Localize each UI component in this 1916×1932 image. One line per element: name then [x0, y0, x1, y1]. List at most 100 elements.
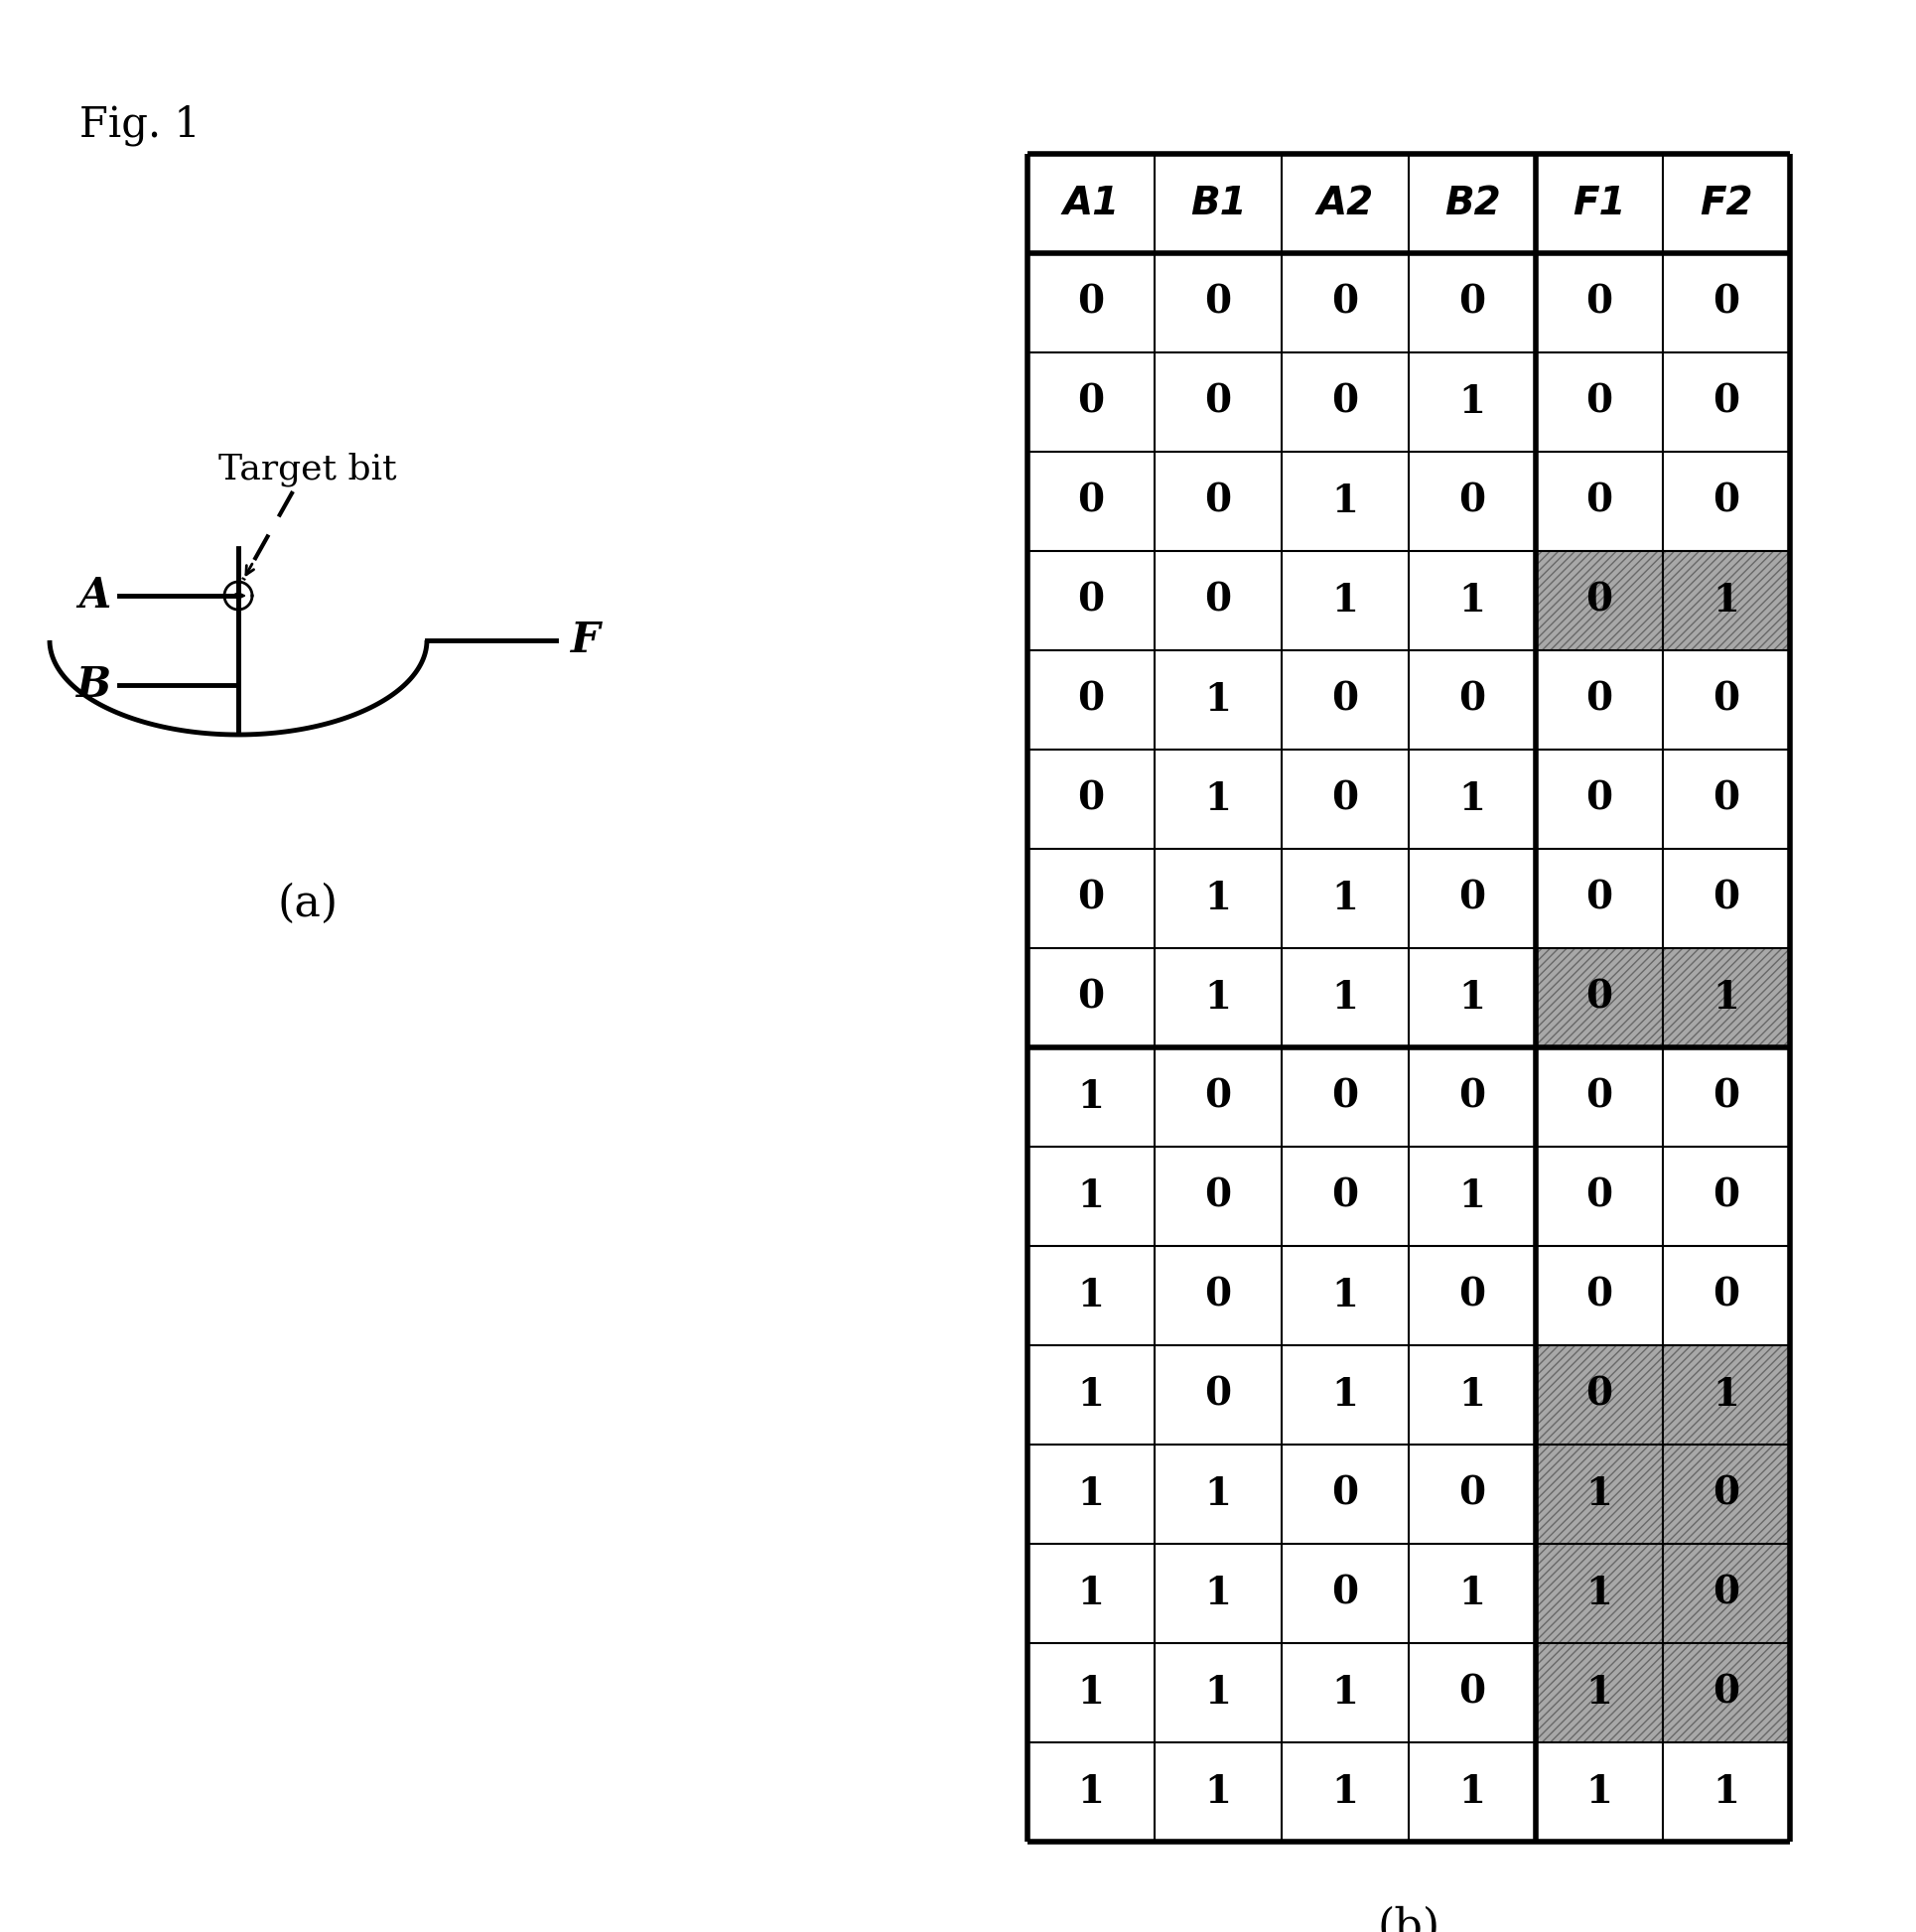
Text: 0: 0 [1205, 1277, 1232, 1314]
Text: 1: 1 [1458, 980, 1485, 1016]
Text: 0: 0 [1713, 682, 1740, 719]
Text: 1: 1 [1332, 980, 1358, 1016]
Text: 0: 0 [1713, 1476, 1740, 1513]
Text: 1: 1 [1077, 1277, 1104, 1314]
Bar [1663, 1544, 1790, 1642]
Text: 0: 0 [1205, 483, 1232, 520]
Bar [1537, 949, 1663, 1047]
Text: Target bit: Target bit [218, 452, 397, 487]
Text: 1: 1 [1332, 1774, 1358, 1810]
Bar [1663, 1642, 1790, 1743]
Text: B2: B2 [1445, 185, 1500, 222]
Text: 1: 1 [1458, 582, 1485, 620]
Text: 1: 1 [1332, 879, 1358, 918]
Text: 1: 1 [1458, 1575, 1485, 1613]
Text: 0: 0 [1458, 483, 1485, 520]
Text: 1: 1 [1205, 1774, 1232, 1810]
Bar [1663, 1445, 1790, 1544]
Text: 1: 1 [1205, 682, 1232, 719]
Text: 0: 0 [1586, 1078, 1613, 1117]
Text: 1: 1 [1586, 1673, 1613, 1712]
Text: 1: 1 [1332, 1673, 1358, 1712]
Bar [1537, 1544, 1663, 1642]
Bar [1537, 1345, 1663, 1445]
Text: 1: 1 [1077, 1078, 1104, 1117]
Bar [1663, 1345, 1790, 1445]
Text: 0: 0 [1586, 284, 1613, 321]
Text: 0: 0 [1077, 284, 1104, 321]
Text: 1: 1 [1077, 1575, 1104, 1613]
Text: 0: 0 [1332, 1575, 1358, 1613]
Text: 1: 1 [1586, 1774, 1613, 1810]
Text: 0: 0 [1586, 980, 1613, 1016]
Text: 0: 0 [1077, 879, 1104, 918]
Text: 0: 0 [1713, 1575, 1740, 1613]
Text: 0: 0 [1713, 383, 1740, 421]
Text: Fig. 1: Fig. 1 [79, 104, 201, 147]
Text: A: A [79, 576, 111, 616]
Text: 1: 1 [1077, 1177, 1104, 1215]
Text: 1: 1 [1077, 1774, 1104, 1810]
Text: 0: 0 [1713, 483, 1740, 520]
Bar [1663, 551, 1790, 651]
Text: 0: 0 [1586, 1177, 1613, 1215]
Text: 0: 0 [1332, 1177, 1358, 1215]
Text: 0: 0 [1077, 682, 1104, 719]
Text: 1: 1 [1332, 582, 1358, 620]
Text: 1: 1 [1458, 1177, 1485, 1215]
Text: 0: 0 [1458, 1277, 1485, 1314]
Text: 1: 1 [1332, 483, 1358, 520]
Text: 0: 0 [1586, 1376, 1613, 1414]
Bar [1537, 1345, 1663, 1445]
Text: 0: 0 [1586, 383, 1613, 421]
Text: 0: 0 [1458, 682, 1485, 719]
Text: 0: 0 [1205, 582, 1232, 620]
Text: 0: 0 [1077, 483, 1104, 520]
Text: F1: F1 [1573, 185, 1627, 222]
Text: 0: 0 [1205, 383, 1232, 421]
Bar [1663, 949, 1790, 1047]
Text: 0: 0 [1205, 1177, 1232, 1215]
Text: 1: 1 [1205, 1673, 1232, 1712]
Text: 0: 0 [1077, 582, 1104, 620]
Text: 0: 0 [1077, 383, 1104, 421]
Bar [1663, 1642, 1790, 1743]
Bar [1537, 1642, 1663, 1743]
Bar [1537, 1445, 1663, 1544]
Text: 1: 1 [1077, 1476, 1104, 1513]
Text: 0: 0 [1586, 879, 1613, 918]
Text: 0: 0 [1205, 1376, 1232, 1414]
Text: 0: 0 [1586, 682, 1613, 719]
Text: 0: 0 [1458, 1476, 1485, 1513]
Bar [1663, 1345, 1790, 1445]
Text: 0: 0 [1332, 682, 1358, 719]
Bar [1537, 1445, 1663, 1544]
Text: 1: 1 [1458, 1774, 1485, 1810]
Text: A2: A2 [1316, 185, 1374, 222]
Text: 1: 1 [1205, 980, 1232, 1016]
Text: 1: 1 [1077, 1376, 1104, 1414]
Text: 0: 0 [1713, 1673, 1740, 1712]
Text: 0: 0 [1713, 1277, 1740, 1314]
Text: 0: 0 [1458, 1078, 1485, 1117]
Text: F2: F2 [1699, 185, 1753, 222]
Text: 0: 0 [1332, 1476, 1358, 1513]
Text: 0: 0 [1713, 879, 1740, 918]
Text: 0: 0 [1458, 1673, 1485, 1712]
Text: 0: 0 [1713, 1177, 1740, 1215]
Text: 0: 0 [1205, 284, 1232, 321]
Text: 0: 0 [1713, 1078, 1740, 1117]
Text: 0: 0 [1332, 383, 1358, 421]
Text: 0: 0 [1077, 781, 1104, 817]
Text: 0: 0 [1586, 781, 1613, 817]
Text: B: B [77, 665, 111, 705]
Bar [1537, 949, 1663, 1047]
Text: 1: 1 [1713, 1376, 1740, 1414]
Text: 1: 1 [1077, 1673, 1104, 1712]
Text: 1: 1 [1205, 879, 1232, 918]
Text: 0: 0 [1458, 284, 1485, 321]
Text: 1: 1 [1205, 1575, 1232, 1613]
Text: 1: 1 [1713, 980, 1740, 1016]
Text: 1: 1 [1458, 1376, 1485, 1414]
Text: 0: 0 [1332, 1078, 1358, 1117]
